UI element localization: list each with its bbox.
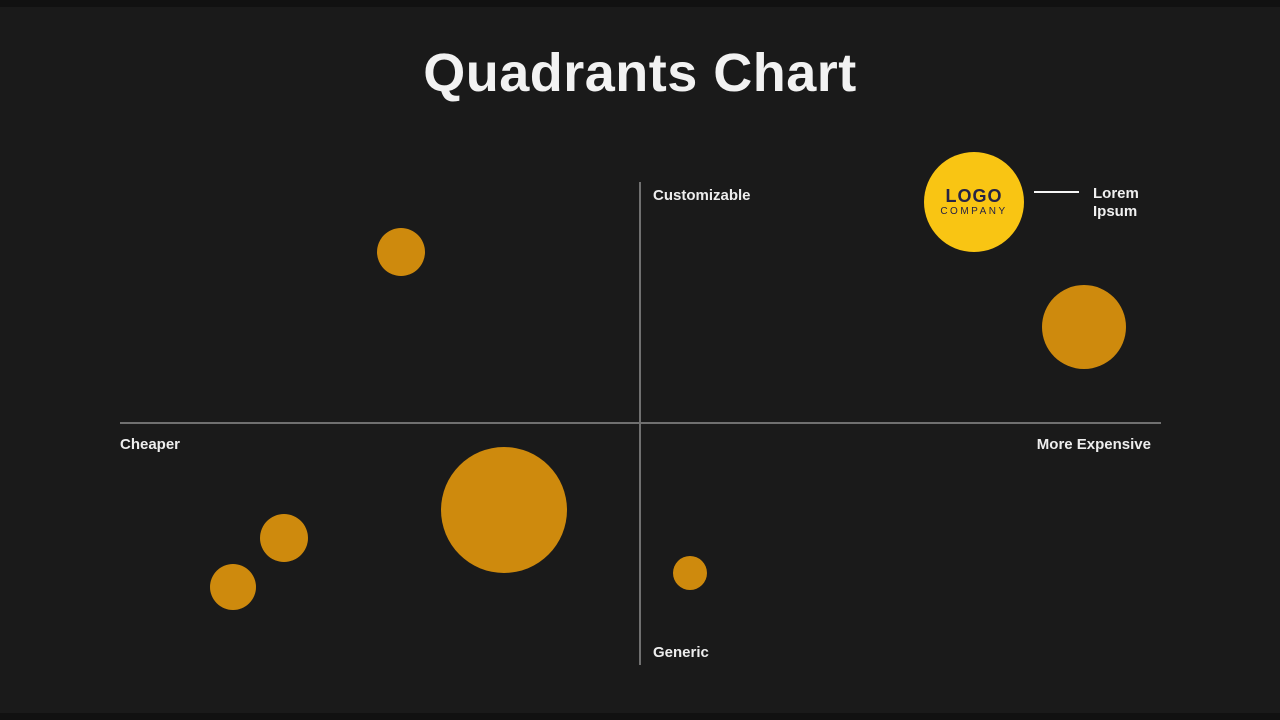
bubble-bottom-left [441, 447, 567, 573]
axis-label-customizable: Customizable [653, 187, 751, 204]
legend-label: Lorem Ipsum [1093, 185, 1139, 221]
logo-subtitle-text: COMPANY [940, 205, 1008, 217]
bubble-bottom-left [260, 514, 308, 562]
axis-label-cheaper: Cheaper [120, 436, 181, 453]
bubble-bottom-right [673, 556, 707, 590]
bottom-edge-bar [0, 713, 1280, 720]
bubble-bottom-left [210, 564, 256, 610]
axis-label-generic: Generic [653, 644, 709, 661]
vertical-axis-line [639, 182, 641, 665]
bubble-top-left [377, 228, 425, 276]
legend-label-line2: Ipsum [1093, 203, 1138, 220]
top-edge-bar [0, 0, 1280, 7]
axis-label-more-expensive: More Expensive [1036, 436, 1151, 453]
logo-title-text: LOGO [945, 185, 1003, 206]
page-title: Quadrants Chart [423, 43, 857, 103]
legend-label-line1: Lorem [1093, 185, 1139, 202]
company-logo: LOGO COMPANY [924, 152, 1024, 252]
bubble-top-right [1042, 285, 1126, 369]
legend-connector-line [1034, 191, 1079, 193]
